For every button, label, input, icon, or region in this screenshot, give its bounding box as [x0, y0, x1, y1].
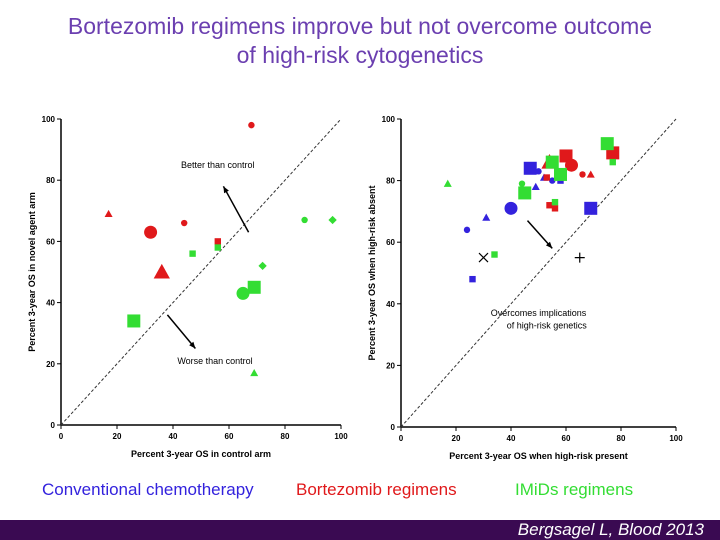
annotation-text: Overcomes implications: [491, 308, 587, 318]
data-point-imids-regimens: [236, 286, 250, 300]
title-line-2: of high-risk cytogenetics: [236, 42, 484, 68]
legend-bortezomib: Bortezomib regimens: [296, 480, 457, 499]
data-point-bortezomib-regimens: [565, 158, 578, 172]
data-point-imids-regimens: [518, 180, 526, 187]
data-point-bortezomib-regimens: [579, 171, 586, 178]
data-point-conventional-chemotherapy: [584, 201, 598, 215]
data-point-imids-regimens: [328, 215, 337, 225]
data-point-imids-regimens: [600, 137, 614, 151]
annotation-arrow-line: [222, 185, 250, 233]
annotation-arrow-head: [545, 241, 553, 249]
data-point-unlabeled-markers: [478, 252, 489, 263]
x-axis-label: Percent 3-year OS when high-risk present: [449, 451, 628, 461]
y-tick-label: 20: [46, 360, 55, 369]
data-point-bortezomib-regimens: [586, 170, 595, 178]
slide-title: Bortezomib regimens improve but not over…: [0, 12, 720, 70]
data-point-bortezomib-regimens: [546, 202, 553, 209]
y-tick-label: 60: [46, 237, 55, 246]
annotation-text: of high-risk genetics: [507, 320, 588, 330]
reference-line: [400, 118, 677, 428]
y-axis-label: Percent 3-year OS in novel agent arm: [27, 192, 37, 352]
data-point-imids-regimens: [250, 368, 259, 377]
data-point-unlabeled-markers: [574, 252, 585, 263]
x-tick-label: 100: [669, 434, 683, 443]
data-point-imids-regimens: [443, 179, 452, 187]
y-tick-label: 20: [386, 361, 395, 370]
data-point-bortezomib-regimens: [181, 219, 188, 227]
data-point-imids-regimens: [609, 158, 616, 166]
data-point-conventional-chemotherapy: [549, 177, 556, 184]
title-line-1: Bortezomib regimens improve but not over…: [67, 13, 653, 39]
data-point-imids-regimens: [214, 244, 221, 251]
y-tick-label: 100: [42, 115, 56, 124]
x-tick-label: 20: [113, 432, 122, 441]
data-point-imids-regimens: [518, 186, 532, 200]
data-point-conventional-chemotherapy: [469, 275, 476, 283]
annotation-arrow-line: [166, 314, 196, 349]
y-tick-label: 0: [391, 423, 396, 432]
y-tick-label: 80: [386, 177, 395, 186]
data-point-imids-regimens: [545, 155, 559, 169]
y-tick-label: 80: [46, 176, 55, 185]
data-point-conventional-chemotherapy: [535, 168, 542, 175]
data-point-conventional-chemotherapy: [482, 213, 491, 221]
chart-left: 0 20 40 60 80 100 0 20 40 60 80 100 Percent 3-year O…: [27, 115, 348, 459]
y-tick-label: 60: [386, 238, 395, 247]
x-tick-label: 60: [562, 434, 571, 443]
x-tick-label: 20: [452, 434, 461, 443]
data-point-bortezomib-regimens: [551, 205, 559, 212]
data-point-bortezomib-regimens: [214, 238, 221, 245]
data-point-imids-regimens: [301, 216, 308, 224]
x-tick-label: 60: [225, 432, 234, 441]
annotation-text: Better than control: [181, 160, 255, 170]
reference-line: [60, 118, 342, 426]
data-point-conventional-chemotherapy: [523, 161, 537, 175]
data-point-conventional-chemotherapy: [504, 201, 518, 215]
y-axis-label: Percent 3-year OS when high-risk absent: [367, 185, 377, 360]
y-tick-label: 100: [382, 115, 396, 124]
x-axis-label: Percent 3-year OS in control arm: [131, 449, 271, 459]
footer-bar: Bergsagel L, Blood 2013: [0, 520, 720, 540]
data-point-bortezomib-regimens: [144, 225, 158, 239]
data-point-imids-regimens: [127, 314, 141, 328]
x-tick-label: 80: [281, 432, 290, 441]
annotation-arrow-head: [189, 341, 196, 349]
data-point-conventional-chemotherapy: [531, 182, 540, 190]
x-tick-label: 40: [169, 432, 178, 441]
x-tick-label: 0: [399, 434, 404, 443]
data-point-imids-regimens: [491, 251, 498, 258]
x-tick-label: 80: [617, 434, 626, 443]
x-tick-label: 100: [334, 432, 348, 441]
data-point-imids-regimens: [247, 280, 261, 294]
annotation-text: Worse than control: [177, 356, 252, 366]
y-tick-label: 40: [46, 299, 55, 308]
x-tick-label: 0: [59, 432, 64, 441]
data-point-imids-regimens: [554, 167, 567, 181]
y-tick-label: 0: [51, 421, 56, 430]
annotation-arrow-head: [223, 186, 229, 194]
data-point-imids-regimens: [189, 250, 196, 257]
data-point-bortezomib-regimens: [248, 121, 255, 129]
x-tick-label: 40: [507, 434, 516, 443]
citation: Bergsagel L, Blood 2013: [517, 520, 704, 539]
legend-imids: IMiDs regimens: [515, 480, 634, 499]
data-point-imids-regimens: [258, 261, 267, 271]
data-point-imids-regimens: [551, 198, 559, 206]
data-point-bortezomib-regimens: [153, 263, 170, 279]
chart-right: 0 20 40 60 80 100 0 20 40 60 80 100 Percent 3-year O…: [367, 115, 683, 461]
data-point-bortezomib-regimens: [543, 174, 550, 181]
data-point-bortezomib-regimens: [104, 209, 113, 218]
data-point-conventional-chemotherapy: [463, 226, 471, 234]
y-tick-label: 40: [386, 300, 395, 309]
legend-conventional: Conventional chemotherapy: [42, 480, 254, 499]
